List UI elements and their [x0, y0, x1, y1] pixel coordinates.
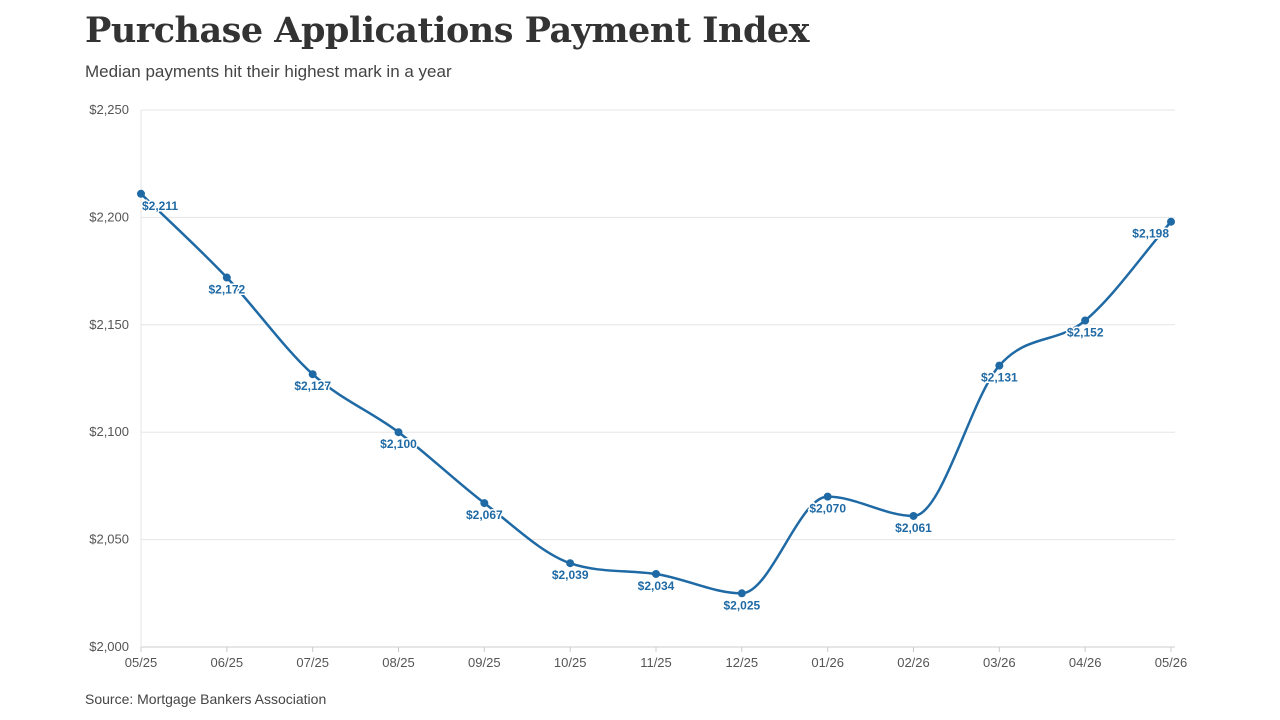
x-tick-label: 10/25	[554, 655, 587, 670]
data-point	[394, 428, 403, 437]
x-tick-label: 02/26	[897, 655, 930, 670]
data-point	[1167, 217, 1175, 226]
chart-subtitle: Median payments hit their highest mark i…	[85, 62, 452, 81]
data-label: $2,100	[380, 437, 417, 451]
grid-lines	[140, 109, 1175, 648]
y-tick-label: $2,150	[89, 317, 129, 332]
x-tick-label: 12/25	[726, 655, 759, 670]
chart-title: Purchase Applications Payment Index	[85, 10, 810, 51]
data-point	[222, 273, 231, 282]
data-label: $2,131	[981, 371, 1018, 385]
data-label: $2,198	[1132, 227, 1169, 241]
data-point	[566, 559, 575, 568]
data-label: $2,127	[294, 379, 331, 393]
y-tick-label: $2,250	[89, 102, 129, 117]
y-tick-label: $2,200	[89, 209, 129, 224]
x-tick-label: 01/26	[811, 655, 844, 670]
data-label: $2,039	[552, 568, 589, 582]
data-label: $2,211	[142, 199, 178, 213]
data-label: $2,061	[895, 521, 932, 535]
data-point	[737, 589, 746, 598]
x-tick-label: 05/25	[125, 655, 158, 670]
x-tick-label: 03/26	[983, 655, 1016, 670]
data-label: $2,172	[208, 283, 245, 297]
series-line	[139, 192, 1173, 595]
x-tick-label: 07/25	[296, 655, 329, 670]
data-labels: $2,211 $2,172 $2,127 $2,100 $2,067 $2,039 $2,0…	[141, 197, 1171, 614]
x-tick-label: 11/25	[640, 655, 672, 670]
y-tick-label: $2,050	[89, 532, 129, 547]
series-line-group	[139, 192, 1173, 595]
data-point	[909, 511, 918, 520]
x-tick-label: 08/25	[382, 655, 415, 670]
x-tick-label: 06/25	[211, 655, 244, 670]
data-point	[137, 189, 145, 198]
x-tick-label: 09/25	[468, 655, 501, 670]
data-point	[308, 370, 317, 379]
source-note: Source: Mortgage Bankers Association	[85, 691, 327, 707]
data-point	[823, 492, 832, 501]
data-point	[480, 499, 489, 508]
data-point	[652, 569, 660, 578]
x-tick-label: 05/26	[1155, 655, 1188, 670]
data-label: $2,152	[1067, 326, 1104, 340]
data-point	[1081, 316, 1090, 325]
data-points	[137, 189, 1175, 598]
data-point	[995, 361, 1004, 370]
data-label: $2,070	[809, 502, 846, 516]
data-label: $2,025	[723, 598, 760, 612]
x-tick-label: 04/26	[1069, 655, 1102, 670]
y-tick-label: $2,100	[89, 424, 129, 439]
x-axis-ticks: 05/25 06/25 07/25 08/25 09/25 10/25 11/25 12/25…	[125, 647, 1188, 670]
y-axis-ticks: $2,000 $2,050 $2,100 $2,150 $2,200 $2,250	[89, 102, 129, 654]
y-tick-label: $2,000	[89, 639, 129, 654]
data-label: $2,067	[466, 508, 503, 522]
data-label: $2,034	[638, 579, 675, 593]
